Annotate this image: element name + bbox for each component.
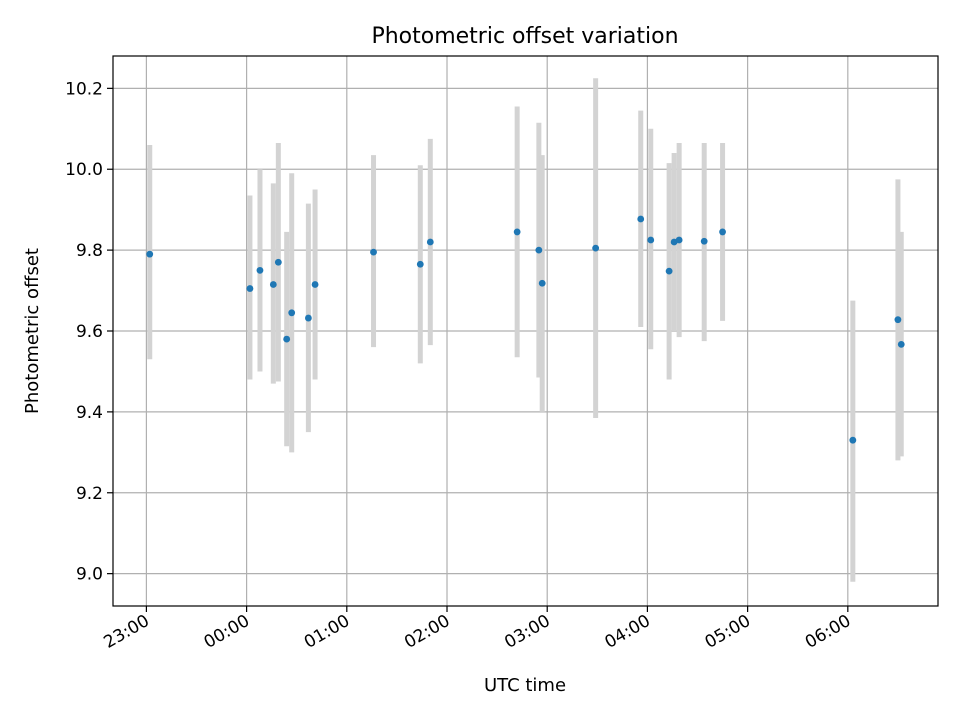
x-tick-label: 06:00 — [802, 611, 854, 653]
y-tick-label: 10.2 — [65, 79, 103, 99]
data-points — [146, 215, 905, 444]
data-point — [416, 260, 424, 268]
data-point — [700, 237, 708, 245]
data-point — [535, 246, 543, 254]
data-point — [288, 309, 296, 317]
data-point — [719, 228, 726, 236]
chart-title: Photometric offset variation — [371, 24, 678, 49]
data-point — [647, 236, 655, 244]
data-point — [665, 267, 673, 275]
data-point — [274, 258, 282, 266]
data-point — [370, 248, 377, 256]
data-point — [146, 250, 154, 258]
data-point — [637, 215, 645, 223]
data-point — [894, 316, 902, 324]
y-tick-label: 9.8 — [76, 241, 103, 261]
data-point — [426, 238, 434, 246]
data-point — [246, 285, 254, 292]
y-tick-label: 9.2 — [76, 484, 103, 504]
data-point — [675, 236, 683, 244]
y-tick-label: 9.6 — [76, 322, 103, 342]
y-tick-label: 10.0 — [65, 160, 103, 180]
y-tick-label: 9.4 — [76, 403, 103, 423]
x-tick-label: 00:00 — [201, 611, 253, 653]
x-tick-label: 05:00 — [702, 611, 754, 653]
data-point — [269, 281, 277, 288]
y-tick-label: 9.0 — [76, 565, 103, 585]
grid-lines — [113, 56, 938, 606]
data-point — [897, 340, 905, 348]
data-point — [304, 314, 312, 322]
x-tick-label: 01:00 — [301, 611, 353, 653]
x-tick-label: 04:00 — [601, 611, 653, 653]
data-point — [592, 244, 600, 252]
x-tick-label: 03:00 — [501, 611, 553, 653]
y-axis-label: Photometric offset — [22, 248, 43, 414]
data-point — [256, 266, 264, 274]
data-point — [849, 436, 857, 444]
y-axis-ticks: 9.0 9.2 9.4 9.6 9.8 10.0 10.2 — [65, 79, 113, 585]
data-point — [311, 281, 319, 288]
x-axis-ticks: 23:00 00:00 01:00 02:00 03:00 04:00 05:00 06:00 — [100, 606, 854, 653]
x-axis-label: UTC time — [484, 675, 566, 696]
data-point — [283, 335, 291, 343]
x-tick-label: 02:00 — [401, 611, 453, 653]
data-point — [538, 279, 546, 287]
data-point — [513, 228, 521, 236]
error-bars — [147, 78, 904, 582]
x-tick-label: 23:00 — [100, 611, 152, 653]
